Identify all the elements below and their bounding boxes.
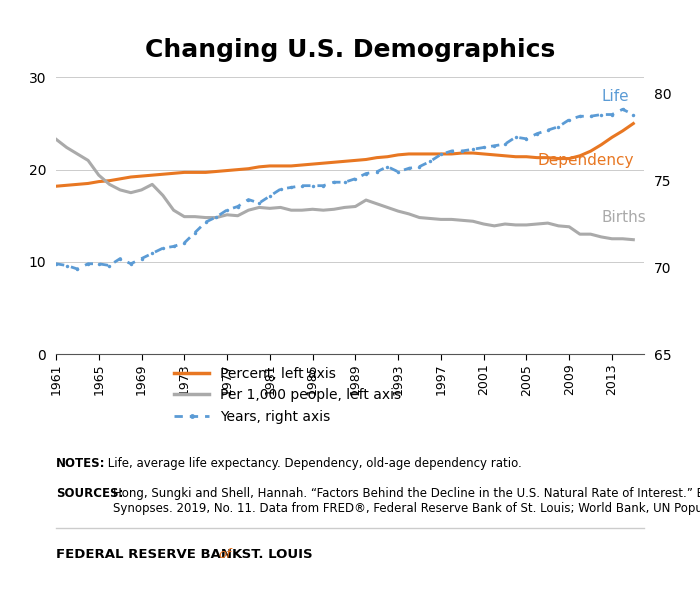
Text: of: of [218,548,231,560]
Text: ST. LOUIS: ST. LOUIS [237,548,312,560]
Legend: Percent, left axis, Per 1,000 people, left axis, Years, right axis: Percent, left axis, Per 1,000 people, le… [169,361,407,430]
Text: FEDERAL RESERVE BANK: FEDERAL RESERVE BANK [56,548,247,560]
Text: Hong, Sungki and Shell, Hannah. “Factors Behind the Decline in the U.S. Natural : Hong, Sungki and Shell, Hannah. “Factors… [113,487,700,514]
Text: Dependency: Dependency [537,153,634,168]
Text: Births: Births [601,210,646,225]
Text: SOURCES:: SOURCES: [56,487,123,500]
Text: Changing U.S. Demographics: Changing U.S. Demographics [145,38,555,63]
Text: Life, average life expectancy. Dependency, old-age dependency ratio.: Life, average life expectancy. Dependenc… [104,457,522,470]
Text: Life: Life [601,89,629,104]
Text: NOTES:: NOTES: [56,457,106,470]
